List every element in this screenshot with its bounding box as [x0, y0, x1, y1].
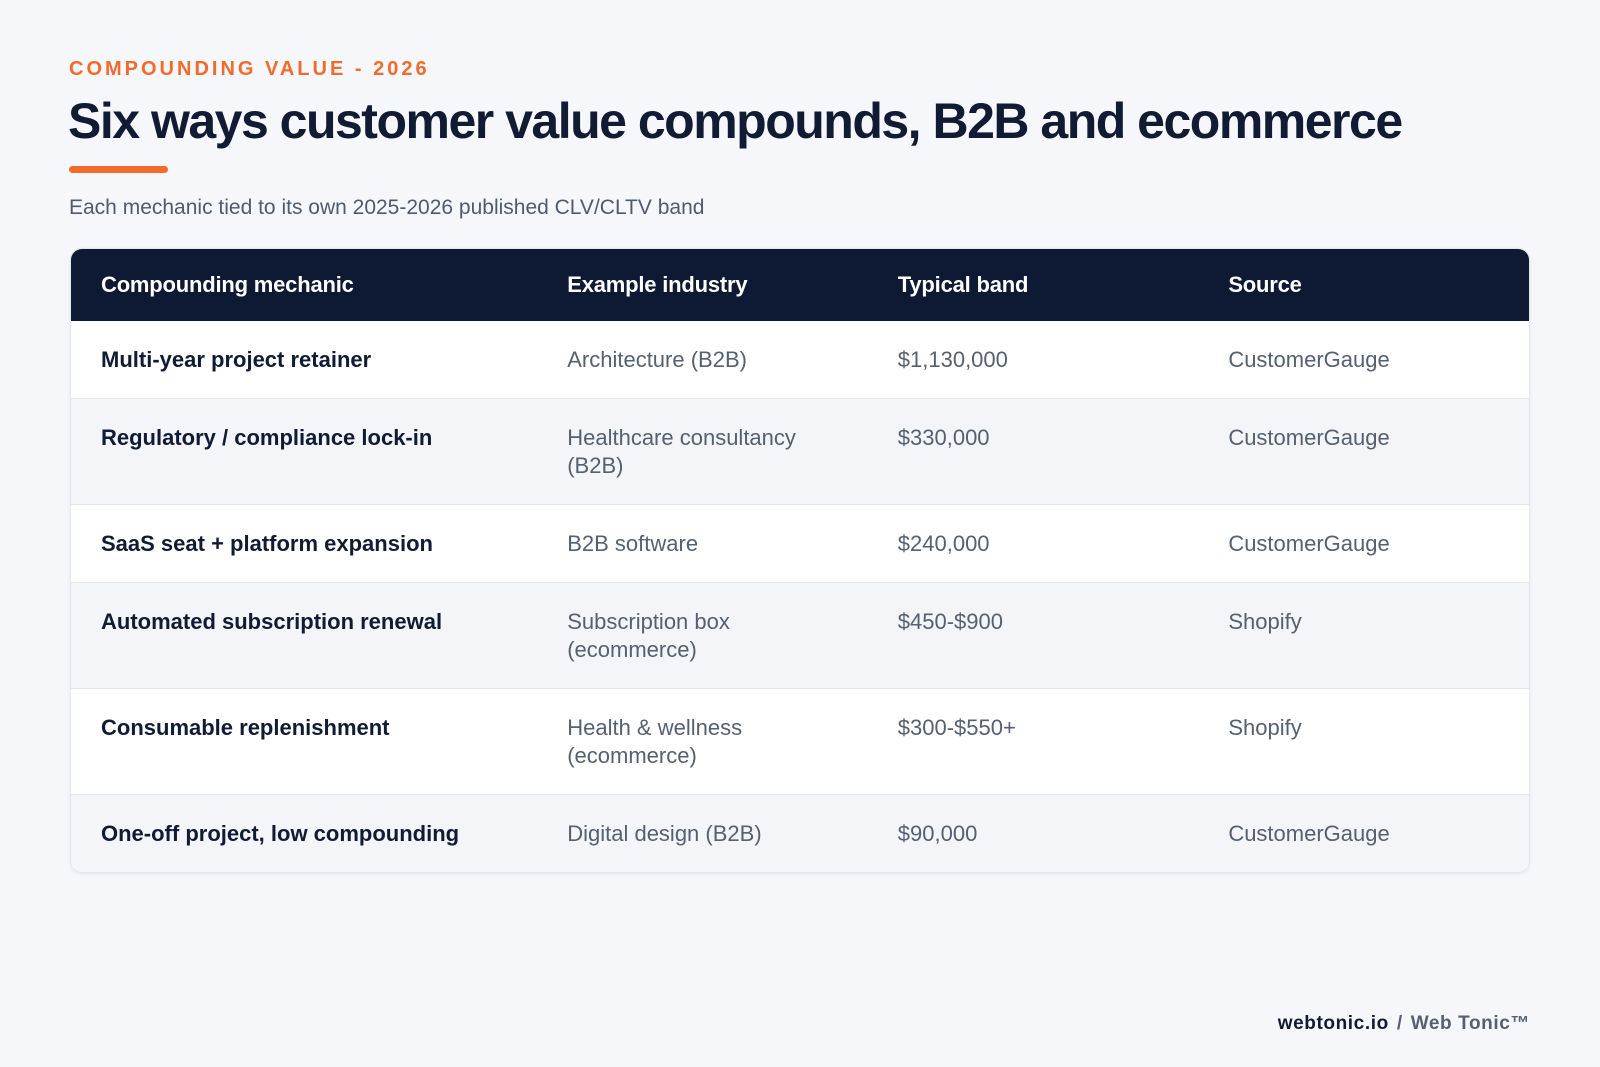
- cell-industry: B2B software: [567, 531, 699, 556]
- footer-credit: webtonic.io / Web Tonic™: [1278, 1013, 1530, 1035]
- cell-mechanic: One-off project, low compounding: [101, 821, 460, 846]
- cell-band: $240,000: [897, 531, 990, 556]
- table-row: Automated subscription renewal Subscript…: [71, 582, 1529, 689]
- title-accent-bar: [69, 166, 168, 173]
- eyebrow-label: COMPOUNDING VALUE - 2026: [69, 58, 430, 80]
- column-header-mechanic: Compounding mechanic: [101, 272, 354, 297]
- cell-band: $1,130,000: [897, 347, 1008, 372]
- cell-industry: Health & wellness (ecommerce): [567, 715, 743, 768]
- cell-band: $300-$550+: [897, 715, 1016, 740]
- cell-mechanic: Multi-year project retainer: [101, 347, 372, 372]
- cell-source: CustomerGauge: [1228, 821, 1390, 846]
- table-header-row: Compounding mechanic Example industry Ty…: [71, 249, 1529, 321]
- cell-industry: Healthcare consultancy (B2B): [567, 425, 796, 478]
- footer-separator: /: [1396, 1013, 1403, 1034]
- cell-mechanic: Consumable replenishment: [101, 715, 390, 740]
- table-row: Multi-year project retainer Architecture…: [71, 321, 1529, 399]
- page-subtitle: Each mechanic tied to its own 2025-2026 …: [69, 196, 705, 219]
- cell-source: CustomerGauge: [1228, 425, 1390, 450]
- cell-mechanic: Regulatory / compliance lock-in: [101, 425, 433, 450]
- cell-industry: Subscription box (ecommerce): [567, 609, 730, 662]
- cell-industry: Architecture (B2B): [567, 347, 747, 372]
- footer-domain: webtonic.io: [1277, 1013, 1389, 1034]
- cell-band: $450-$900: [897, 609, 1003, 634]
- column-header-industry: Example industry: [567, 272, 748, 297]
- page-title: Six ways customer value compounds, B2B a…: [68, 93, 1403, 149]
- cell-band: $330,000: [897, 425, 990, 450]
- column-header-source: Source: [1228, 272, 1302, 297]
- data-table-card: Compounding mechanic Example industry Ty…: [70, 248, 1530, 873]
- footer-brand: Web Tonic™: [1410, 1013, 1530, 1034]
- cell-source: CustomerGauge: [1228, 347, 1390, 372]
- table-row: Consumable replenishment Health & wellne…: [71, 688, 1529, 795]
- table-row: Regulatory / compliance lock-in Healthca…: [71, 398, 1529, 505]
- cell-source: Shopify: [1228, 715, 1302, 740]
- cell-source: CustomerGauge: [1228, 531, 1390, 556]
- cell-mechanic: Automated subscription renewal: [101, 609, 443, 634]
- cell-industry: Digital design (B2B): [567, 821, 762, 846]
- cell-band: $90,000: [897, 821, 978, 846]
- cell-mechanic: SaaS seat + platform expansion: [101, 531, 433, 556]
- cell-source: Shopify: [1228, 609, 1302, 634]
- table-row: One-off project, low compounding Digital…: [71, 794, 1529, 872]
- data-table: Compounding mechanic Example industry Ty…: [71, 249, 1529, 872]
- table-row: SaaS seat + platform expansion B2B softw…: [71, 504, 1529, 583]
- column-header-band: Typical band: [897, 272, 1029, 297]
